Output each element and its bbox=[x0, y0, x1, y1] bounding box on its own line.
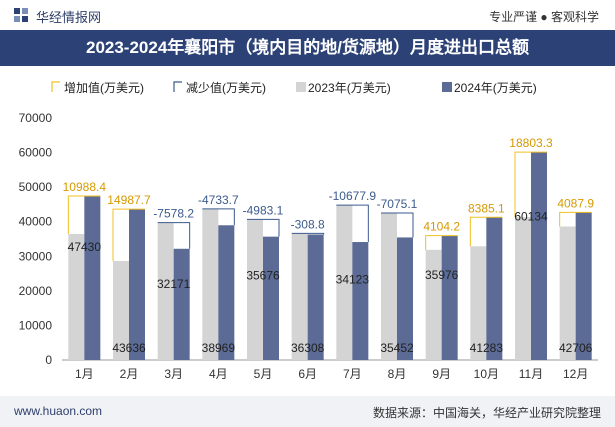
legend-label: 2023年(万美元) bbox=[308, 81, 391, 95]
change-label: -7578.2 bbox=[153, 207, 194, 221]
x-tick-label: 5月 bbox=[254, 367, 273, 381]
change-bracket bbox=[514, 151, 547, 218]
x-tick-label: 9月 bbox=[432, 367, 451, 381]
value-label-2024: 35676 bbox=[246, 269, 280, 283]
x-tick-label: 12月 bbox=[563, 367, 588, 381]
bar-2024 bbox=[84, 196, 101, 360]
bar-2023 bbox=[291, 233, 308, 360]
bar-2024 bbox=[307, 234, 324, 360]
x-tick-label: 8月 bbox=[388, 367, 407, 381]
bar-2024 bbox=[352, 242, 369, 360]
change-bracket bbox=[469, 216, 503, 247]
legend-increase-swatch bbox=[51, 81, 60, 92]
change-bracket bbox=[559, 211, 592, 227]
x-tick-label: 7月 bbox=[343, 367, 362, 381]
x-tick-label: 4月 bbox=[209, 367, 228, 381]
bar-2024 bbox=[397, 237, 413, 360]
bar-2024 bbox=[486, 217, 503, 360]
value-label-2024: 43636 bbox=[112, 341, 146, 355]
change-bracket bbox=[336, 204, 369, 243]
legend-label: 2024年(万美元) bbox=[454, 81, 537, 95]
change-label: -7075.1 bbox=[377, 197, 418, 211]
change-bracket bbox=[247, 218, 280, 237]
bar-2023 bbox=[336, 205, 353, 360]
value-label-2024: 32171 bbox=[157, 277, 191, 291]
y-tick-label: 10000 bbox=[19, 318, 53, 332]
change-bracket bbox=[202, 208, 235, 226]
change-bracket bbox=[425, 235, 458, 250]
change-label: -4983.1 bbox=[243, 203, 284, 217]
brand-name: 华经情报网 bbox=[36, 10, 102, 25]
chart: 0 10000 20000 30000 40000 50000 60000 70000 1098… bbox=[19, 80, 598, 381]
bar-2023 bbox=[559, 226, 576, 360]
legend-2024-swatch bbox=[442, 82, 452, 92]
top-bar: 华经情报网 专业严谨 ● 客观科学 bbox=[0, 0, 615, 30]
bar-2023 bbox=[425, 249, 442, 360]
value-label-2024: 35976 bbox=[425, 268, 459, 282]
change-label: -308.8 bbox=[291, 217, 325, 231]
bar-2023 bbox=[68, 234, 85, 360]
value-label-2024: 42706 bbox=[559, 341, 593, 355]
change-bracket bbox=[157, 222, 191, 249]
y-tick-label: 30000 bbox=[19, 249, 53, 263]
x-tick-label: 11月 bbox=[519, 367, 543, 381]
change-bracket bbox=[291, 232, 325, 235]
y-tick-label: 50000 bbox=[19, 180, 53, 194]
value-label-2024: 38969 bbox=[202, 341, 236, 355]
y-tick-label: 70000 bbox=[19, 111, 53, 125]
value-label-2024: 34123 bbox=[336, 272, 370, 286]
x-tick-label: 10月 bbox=[474, 367, 499, 381]
bar-2023 bbox=[381, 212, 397, 360]
bar-2024 bbox=[173, 248, 190, 360]
bar-2023 bbox=[157, 222, 174, 360]
change-label: 8385.1 bbox=[468, 201, 505, 215]
bar-2024 bbox=[441, 235, 458, 360]
footer-bar bbox=[0, 396, 615, 427]
legend-decrease-swatch bbox=[173, 81, 182, 92]
change-label: 18803.3 bbox=[509, 136, 553, 150]
change-bracket bbox=[381, 212, 414, 238]
value-label-2024: 36308 bbox=[291, 341, 325, 355]
bar-2023 bbox=[247, 219, 263, 360]
value-label-2024: 35452 bbox=[380, 341, 414, 355]
legend-2023-swatch bbox=[296, 82, 306, 92]
y-tick-label: 60000 bbox=[19, 146, 53, 160]
bar-2023 bbox=[202, 208, 219, 360]
bar-2024 bbox=[575, 212, 592, 360]
bar-2024 bbox=[263, 236, 279, 360]
brand-logo-icon bbox=[14, 8, 28, 22]
x-tick-label: 6月 bbox=[298, 367, 317, 381]
y-tick-label: 0 bbox=[45, 353, 52, 367]
footer-website: www.huaon.com bbox=[14, 404, 103, 418]
title-bar bbox=[0, 30, 615, 66]
change-label: 4087.9 bbox=[557, 196, 594, 210]
x-tick-label: 2月 bbox=[120, 367, 139, 381]
value-label-2024: 41283 bbox=[470, 341, 504, 355]
bar-2023 bbox=[113, 260, 129, 360]
change-label: -4733.7 bbox=[198, 193, 239, 207]
y-tick-label: 40000 bbox=[19, 215, 53, 229]
chart-title: 2023-2024年襄阳市（境内目的地/货源地）月度进出口总额 bbox=[85, 38, 530, 57]
value-label-2024: 47430 bbox=[68, 240, 102, 254]
change-label: 10988.4 bbox=[63, 180, 107, 194]
change-label: 14987.7 bbox=[107, 193, 151, 207]
bar-2023 bbox=[470, 246, 487, 360]
y-tick-label: 20000 bbox=[19, 284, 53, 298]
change-label: -10677.9 bbox=[329, 189, 377, 203]
value-label-2024: 60134 bbox=[514, 209, 548, 223]
change-label: 4104.2 bbox=[423, 220, 460, 234]
bar-2024 bbox=[218, 225, 235, 360]
change-bracket bbox=[67, 195, 101, 235]
x-tick-label: 1月 bbox=[75, 367, 94, 381]
bar-2024 bbox=[129, 209, 145, 360]
change-bracket bbox=[112, 208, 145, 261]
legend-label: 减少值(万美元) bbox=[186, 80, 266, 95]
legend-label: 增加值(万美元) bbox=[64, 80, 144, 95]
bar-2023 bbox=[515, 217, 531, 360]
bar-2024 bbox=[531, 152, 547, 360]
tagline: 专业严谨 ● 客观科学 bbox=[489, 10, 599, 24]
x-tick-label: 3月 bbox=[164, 367, 183, 381]
footer-source: 数据来源：中国海关，华经产业研究院整理 bbox=[372, 406, 601, 420]
